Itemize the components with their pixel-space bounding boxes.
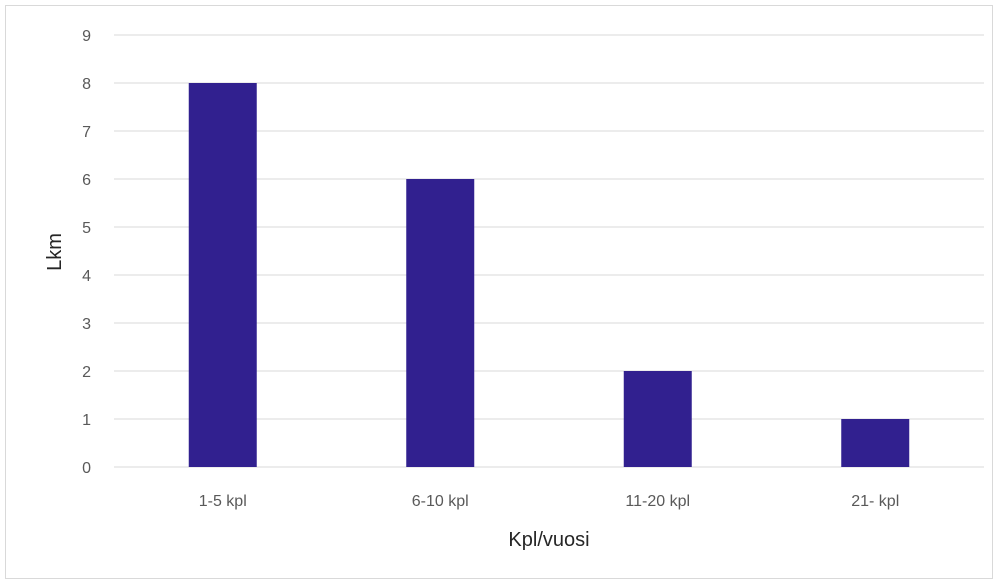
bar-1-5-kpl <box>188 83 257 467</box>
gridlines <box>114 34 984 468</box>
y-tick-label: 2 <box>82 364 91 381</box>
bar-21-kpl <box>841 419 910 467</box>
y-tick-label: 4 <box>82 268 91 285</box>
y-tick-label: 3 <box>82 316 91 333</box>
x-tick-label: 6-10 kpl <box>412 493 469 510</box>
y-tick-label: 7 <box>82 124 91 141</box>
x-tick-labels: 1-5 kpl 6-10 kpl 11-20 kpl 21- kpl <box>199 493 900 510</box>
bar-11-20-kpl <box>623 371 692 467</box>
y-tick-label: 6 <box>82 172 91 189</box>
y-tick-label: 9 <box>82 28 91 45</box>
chart-frame <box>5 5 993 579</box>
y-tick-label: 0 <box>82 460 91 477</box>
y-tick-label: 8 <box>82 76 91 93</box>
x-tick-label: 11-20 kpl <box>625 493 690 510</box>
y-axis-title: Lkm <box>44 233 66 271</box>
x-tick-label: 1-5 kpl <box>199 493 247 510</box>
y-tick-label: 5 <box>82 220 91 237</box>
y-tick-label: 1 <box>82 412 91 429</box>
x-axis-title: Kpl/vuosi <box>508 529 589 551</box>
bar-6-10-kpl <box>406 179 475 467</box>
bars <box>188 83 910 467</box>
x-tick-label: 21- kpl <box>851 493 899 510</box>
y-tick-labels: 0 1 2 3 4 5 6 7 8 9 <box>82 28 91 477</box>
